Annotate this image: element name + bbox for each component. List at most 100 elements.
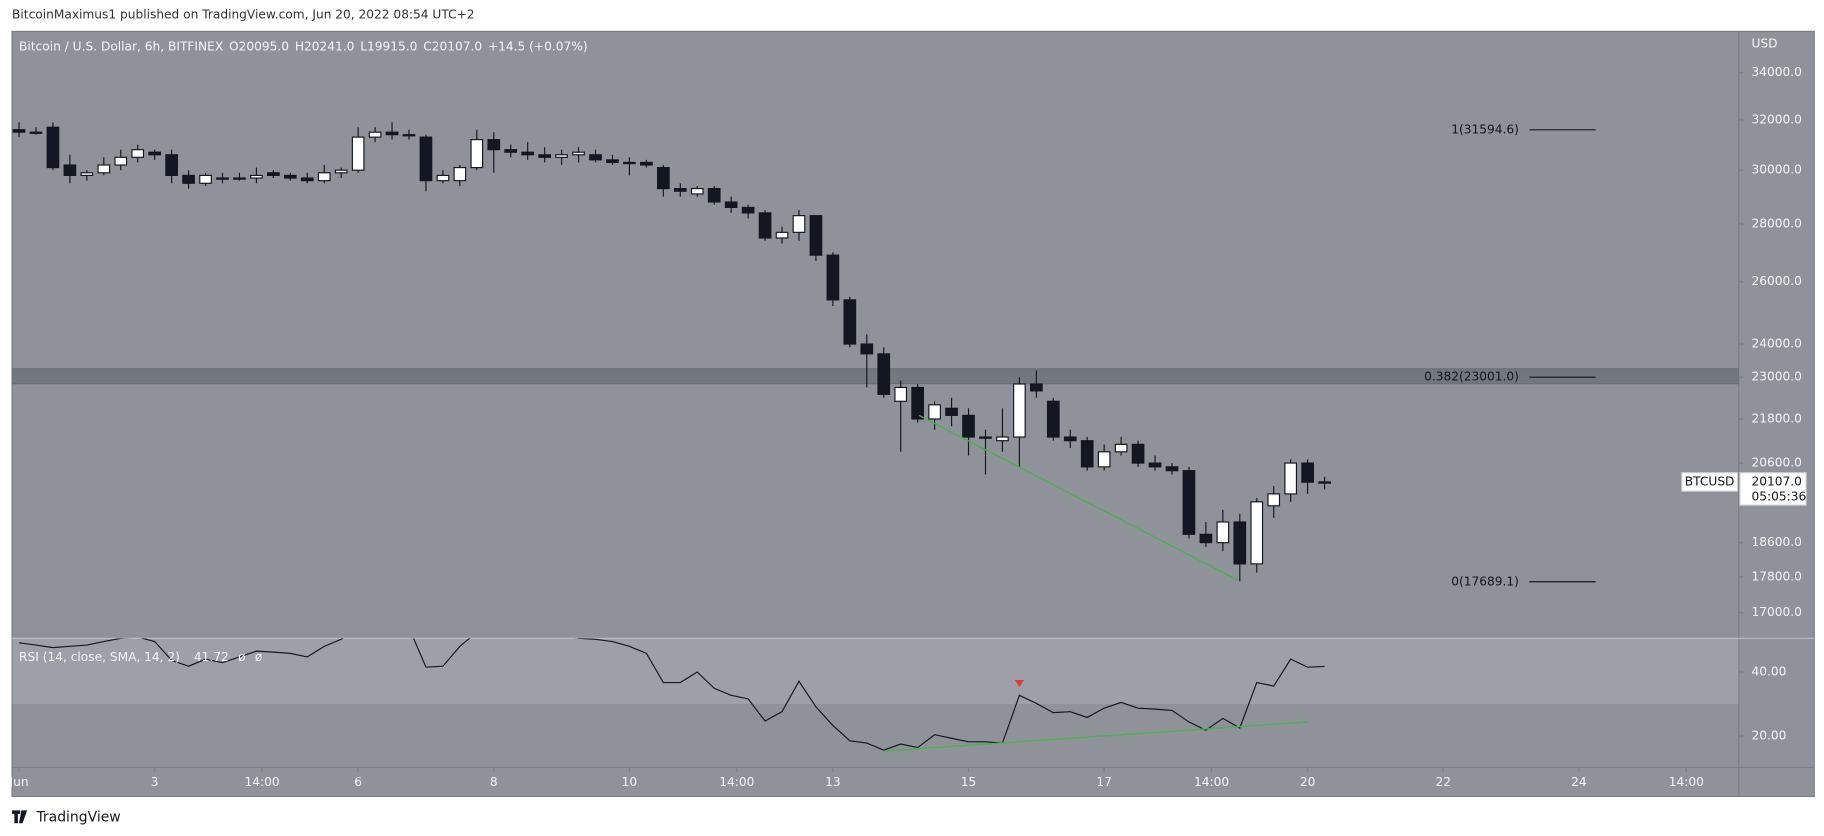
price-legend: Bitcoin / U.S. Dollar, 6h, BITFINEX O2009… [19, 39, 588, 53]
x-tick-label: 17 [1096, 775, 1112, 789]
brand-logo [12, 810, 28, 824]
x-tick-label: 8 [490, 775, 498, 789]
fib-label: 0(17689.1) [1451, 574, 1519, 588]
candle-body [860, 343, 874, 355]
candle-body [1301, 462, 1314, 483]
legend-key: C [423, 39, 432, 53]
x-tick-label: 10 [622, 775, 638, 789]
candle-body [317, 172, 331, 182]
candle-body [1216, 521, 1230, 544]
legend-value: 20241.0 [304, 39, 354, 53]
candle-body [199, 174, 212, 184]
candle-body [63, 164, 77, 176]
candle-body [250, 174, 263, 179]
candle-body [1114, 443, 1128, 453]
candle-body [707, 188, 721, 203]
candle-body [843, 299, 857, 345]
y-tick-label: 30000.0 [1751, 163, 1801, 177]
legend-key: H [295, 39, 304, 53]
candle-body [1182, 470, 1196, 535]
candle-body [1131, 443, 1145, 464]
x-tick-label: 6 [354, 775, 362, 789]
candle-body [690, 188, 704, 195]
candle-body [165, 154, 178, 176]
y-tick-label: 20600.0 [1751, 456, 1801, 470]
y-tick-label: 17000.0 [1751, 605, 1801, 619]
candle-body [1318, 481, 1331, 484]
candle-body [538, 154, 551, 158]
trendline [883, 721, 1309, 752]
candle-body [97, 164, 111, 174]
y-tick-label: 20.00 [1751, 729, 1786, 743]
x-tick-label: 13 [825, 775, 841, 789]
candle-body [334, 169, 348, 174]
candle-body [911, 386, 925, 420]
candle-body [741, 206, 755, 214]
x-tick-label: 14:00 [1194, 775, 1229, 789]
rsi-pane [12, 638, 1739, 752]
candle-body [368, 131, 382, 138]
fib-label: 0.382(23001.0) [1424, 370, 1519, 384]
candle-body [300, 177, 314, 182]
candle-body [29, 131, 43, 134]
candle-body [521, 151, 535, 156]
legend-value: 20107.0 [432, 39, 482, 53]
x-tick-label: 20 [1300, 775, 1316, 789]
y-tick-label: 23000.0 [1751, 370, 1801, 384]
rsi-extra: ø [255, 649, 263, 663]
candle-body [894, 386, 908, 402]
candle-body [826, 254, 840, 301]
rsi-title: RSI (14, close, SMA, 14, 2) [19, 649, 180, 663]
candle-body [402, 134, 416, 137]
candle-body [623, 161, 636, 165]
candle-body [80, 172, 94, 176]
candle-body [487, 139, 501, 151]
x-tick-label: 3 [151, 775, 159, 789]
y-tick-label: 21800.0 [1751, 411, 1801, 425]
candle-body [640, 161, 653, 166]
candle-body [962, 414, 975, 438]
countdown-label: 05:05:36 [1751, 490, 1806, 504]
candle-body [267, 172, 280, 176]
candle-body [1148, 462, 1162, 468]
candle-body [877, 353, 891, 395]
rsi-line [18, 638, 1325, 751]
price-pane: 1(31594.6) 0.382(23001.0) 0(17689.1) [12, 122, 1739, 588]
candle-body [504, 149, 518, 153]
symbol-tag [1681, 472, 1739, 492]
candle-body [1063, 436, 1077, 442]
rsi-last-value: 41.72 [194, 649, 229, 663]
x-tick-label: 22 [1436, 775, 1452, 789]
candle-body [1046, 400, 1060, 438]
candle-body [182, 174, 195, 184]
candle-body [724, 201, 738, 209]
legend-key: O [229, 39, 239, 53]
candle-body [216, 177, 229, 180]
candle-body [1267, 493, 1281, 507]
x-tick-label: 14:00 [719, 775, 754, 789]
rsi-legend: RSI (14, close, SMA, 14, 2) 41.72 ø ø [19, 649, 263, 663]
candle-body [1284, 462, 1298, 495]
candle-body [283, 174, 297, 179]
signal-marker [1014, 680, 1025, 687]
axes: Jun 3 14:00 6 8 10 14:00 13 15 17 14:00 20 22 24 14:00… [9, 65, 1807, 789]
resistance-zone [12, 368, 1739, 385]
candle-body [1097, 451, 1111, 468]
rsi-extra: ø [238, 649, 246, 663]
candle-body [606, 159, 619, 164]
candle-body [1165, 466, 1179, 472]
candle-body [656, 167, 670, 190]
candle-body [572, 151, 585, 156]
y-tick-label: 24000.0 [1751, 337, 1801, 351]
footer-brand: TradingView [12, 809, 121, 825]
candle-body [792, 215, 806, 233]
x-tick-label: 14:00 [1669, 775, 1704, 789]
trendline [918, 414, 1239, 582]
candle-body [419, 136, 433, 182]
candle-body [148, 151, 162, 156]
candle-body [385, 131, 399, 136]
y-tick-label: 26000.0 [1751, 274, 1801, 288]
legend-value: 19915.0 [367, 39, 417, 53]
candle-body [131, 149, 145, 158]
